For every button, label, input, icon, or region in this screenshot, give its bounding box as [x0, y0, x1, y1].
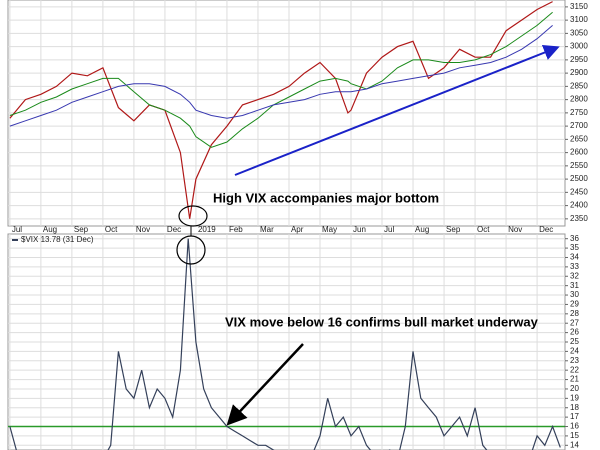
y-tick-label: 3050: [570, 28, 588, 37]
y-tick-label: 2450: [570, 187, 588, 196]
y-tick-label: 18: [570, 403, 579, 412]
series-line: [9, 1, 553, 219]
x-tick-label: Jul: [384, 225, 394, 234]
plot-area: [8, 0, 565, 226]
y-tick-label: 32: [570, 271, 579, 280]
y-tick-label: 30: [570, 290, 579, 299]
y-tick-label: 2650: [570, 134, 588, 143]
pointer-arrow: [226, 343, 304, 426]
x-tick-label: Jul: [12, 225, 22, 234]
x-tick-label: Sep: [74, 225, 89, 234]
x-tick-label: Aug: [43, 225, 57, 234]
y-tick-label: 19: [570, 393, 579, 402]
y-tick-label: 31: [570, 281, 579, 290]
y-tick-label: 29: [570, 300, 579, 309]
x-tick-label: Nov: [508, 225, 522, 234]
y-tick-label: 16: [570, 422, 579, 431]
y-tick-label: 34: [570, 253, 579, 262]
annotation: High VIX accompanies major bottom: [213, 190, 439, 205]
y-tick-label: 33: [570, 262, 579, 271]
bottom-circle: [178, 205, 208, 227]
y-tick-label: 2350: [570, 214, 588, 223]
y-tick-label: 2600: [570, 148, 588, 157]
x-tick-label: Sep: [446, 225, 461, 234]
y-tick-label: 2950: [570, 55, 588, 64]
x-tick-label: Aug: [415, 225, 429, 234]
y-tick-label: 17: [570, 412, 579, 421]
x-tick-label: Dec: [167, 225, 181, 234]
y-tick-label: 36: [570, 234, 579, 243]
x-tick-label: Nov: [136, 225, 150, 234]
y-tick-label: 20: [570, 384, 579, 393]
x-tick-label: Oct: [477, 225, 490, 234]
series-line: [9, 238, 561, 450]
y-tick-label: 2550: [570, 161, 588, 170]
x-tick-label: May: [322, 225, 337, 234]
trend-arrow: [234, 44, 560, 176]
series-line: [9, 11, 553, 148]
series-line: [9, 25, 553, 127]
legend-label: $VIX 13.78 (31 Dec): [21, 235, 94, 244]
y-tick-label: 2900: [570, 68, 588, 77]
y-tick-label: 2700: [570, 121, 588, 130]
x-tick-label: 2019: [198, 225, 216, 234]
x-tick-label: Dec: [539, 225, 553, 234]
y-tick-label: 2850: [570, 81, 588, 90]
y-tick-label: 2800: [570, 95, 588, 104]
annotation: VIX move below 16 confirms bull market u…: [225, 314, 539, 329]
y-tick-label: 3000: [570, 42, 588, 51]
y-tick-label: 23: [570, 356, 579, 365]
y-tick-label: 2750: [570, 108, 588, 117]
x-tick-label: Jun: [353, 225, 366, 234]
y-tick-label: 21: [570, 375, 579, 384]
x-tick-label: Oct: [105, 225, 118, 234]
y-tick-label: 2400: [570, 201, 588, 210]
y-tick-label: 24: [570, 347, 579, 356]
x-tick-label: Mar: [260, 225, 274, 234]
y-tick-label: 22: [570, 365, 579, 374]
y-tick-label: 27: [570, 318, 579, 327]
y-tick-label: 25: [570, 337, 579, 346]
x-tick-label: Feb: [229, 225, 243, 234]
y-tick-label: 3100: [570, 15, 588, 24]
x-tick-label: Apr: [291, 225, 304, 234]
y-tick-label: 35: [570, 243, 579, 252]
y-tick-label: 3150: [570, 2, 588, 11]
y-tick-label: 26: [570, 328, 579, 337]
y-tick-label: 2500: [570, 174, 588, 183]
y-tick-label: 28: [570, 309, 579, 318]
y-tick-label: 14: [570, 440, 579, 449]
plot-area: [8, 238, 565, 450]
y-tick-label: 15: [570, 431, 579, 440]
